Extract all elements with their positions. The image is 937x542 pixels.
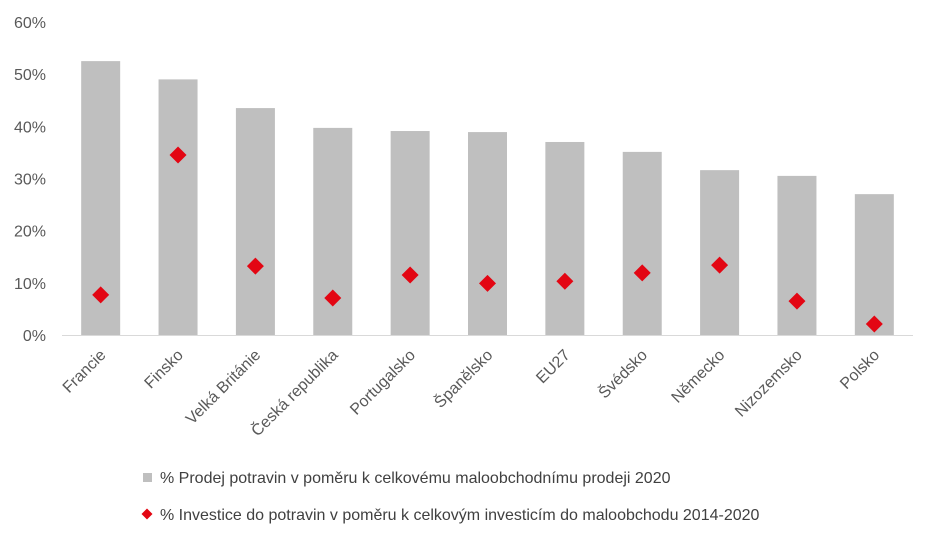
y-axis-ticks: 0% 10% 20% 30% 40% 50% 60% (14, 15, 46, 345)
diamond-marker (246, 257, 264, 275)
bar (390, 131, 430, 335)
x-tick-label: Portugalsko (347, 347, 419, 419)
x-tick-label: Finsko (142, 347, 187, 392)
diamond-marker (479, 274, 496, 292)
legend-label-diamonds: % Investice do potravin v poměru k celko… (160, 507, 760, 524)
x-tick-label: Nizozemsko (732, 347, 806, 421)
diamond-marker (92, 286, 110, 304)
bar (235, 108, 275, 335)
diamond-marker (401, 266, 419, 284)
legend-swatch-diamond (141, 508, 153, 520)
diamond-marker (556, 272, 574, 290)
x-tick-label: Francie (60, 347, 110, 397)
diamond-marker (711, 256, 729, 274)
x-tick-label: EU27 (533, 347, 573, 387)
bar (468, 132, 507, 335)
bar (854, 194, 894, 335)
bar (622, 151, 662, 335)
legend-label-bars: % Prodej potravin v poměru k celkovému m… (160, 470, 671, 487)
legend-swatch-bars (143, 473, 152, 482)
bar (777, 175, 817, 335)
bar (158, 79, 198, 335)
diamond-marker (324, 289, 342, 307)
diamond-marker (865, 315, 883, 333)
y-tick-label: 50% (14, 67, 46, 84)
diamond-marker (633, 264, 651, 282)
y-tick-label: 10% (14, 276, 46, 293)
x-tick-label: Velká Británie (183, 347, 264, 428)
y-tick-label: 30% (14, 172, 46, 189)
y-tick-label: 20% (14, 224, 46, 241)
bar (700, 170, 740, 335)
x-tick-label: Španělsko (430, 345, 496, 411)
diamond-marker (788, 292, 806, 310)
legend: % Prodej potravin v poměru k celkovému m… (141, 470, 760, 524)
y-tick-label: 40% (14, 119, 46, 136)
x-tick-label: Švédsko (594, 345, 651, 402)
legend-item-diamonds: % Investice do potravin v poměru k celko… (141, 507, 760, 524)
legend-item-bars: % Prodej potravin v poměru k celkovému m… (143, 470, 671, 487)
diamond-series (92, 146, 883, 333)
x-tick-label: Polsko (837, 347, 883, 393)
bar-series (81, 61, 894, 335)
diamond-marker (169, 146, 187, 164)
y-tick-label: 60% (14, 15, 46, 32)
y-tick-label: 0% (23, 328, 46, 345)
bar (545, 141, 585, 335)
x-tick-label: Německo (669, 347, 729, 407)
